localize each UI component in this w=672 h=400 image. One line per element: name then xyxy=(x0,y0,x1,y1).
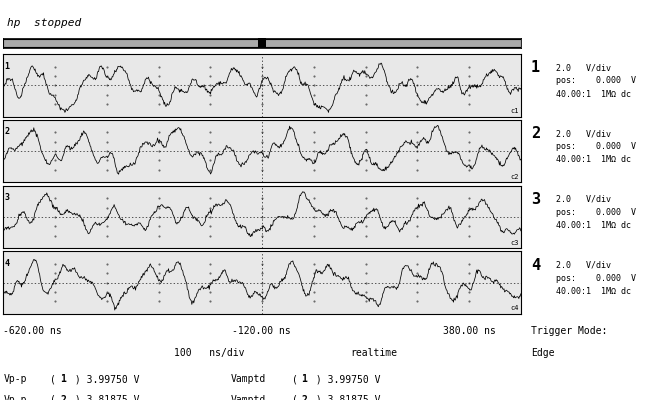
Text: Vamptd: Vamptd xyxy=(231,374,266,384)
Text: 40.00:1  1MΩ dc: 40.00:1 1MΩ dc xyxy=(556,221,632,230)
Text: 1: 1 xyxy=(531,60,540,75)
Text: 2: 2 xyxy=(5,127,9,136)
Text: 2: 2 xyxy=(302,395,308,400)
Text: hp  stopped: hp stopped xyxy=(7,18,81,28)
Text: c2: c2 xyxy=(511,174,519,180)
Text: 1: 1 xyxy=(5,62,9,70)
Text: c4: c4 xyxy=(511,306,519,312)
Text: pos:    0.000  V: pos: 0.000 V xyxy=(556,142,636,151)
Text: Edge: Edge xyxy=(531,348,554,358)
Text: 3: 3 xyxy=(531,192,540,207)
Text: 2.0   V/div: 2.0 V/div xyxy=(556,261,612,270)
Text: pos:    0.000  V: pos: 0.000 V xyxy=(556,208,636,217)
Text: ) 3.99750 V: ) 3.99750 V xyxy=(69,374,140,384)
Text: 1: 1 xyxy=(60,374,67,384)
Text: (: ( xyxy=(292,395,303,400)
Text: ) 3.99750 V: ) 3.99750 V xyxy=(310,374,381,384)
Text: 3: 3 xyxy=(5,193,9,202)
Text: (: ( xyxy=(50,374,62,384)
Text: 40.00:1  1MΩ dc: 40.00:1 1MΩ dc xyxy=(556,156,632,164)
Text: 380.00 ns: 380.00 ns xyxy=(443,326,496,336)
Text: 1: 1 xyxy=(302,374,308,384)
Text: 100   ns/div: 100 ns/div xyxy=(174,348,245,358)
Text: 2.0   V/div: 2.0 V/div xyxy=(556,129,612,138)
Text: ) 3.81875 V: ) 3.81875 V xyxy=(69,395,140,400)
Text: (: ( xyxy=(50,395,62,400)
Text: -620.00 ns: -620.00 ns xyxy=(3,326,62,336)
Text: -120.00 ns: -120.00 ns xyxy=(232,326,290,336)
Text: pos:    0.000  V: pos: 0.000 V xyxy=(556,76,636,86)
Text: Trigger Mode:: Trigger Mode: xyxy=(531,326,607,336)
Text: (: ( xyxy=(292,374,303,384)
Text: 4: 4 xyxy=(531,258,540,273)
Text: ) 3.81875 V: ) 3.81875 V xyxy=(310,395,381,400)
Text: 40.00:1  1MΩ dc: 40.00:1 1MΩ dc xyxy=(556,90,632,99)
Bar xyxy=(259,38,265,48)
Text: Vp-p: Vp-p xyxy=(3,395,27,400)
Text: 40.00:1  1MΩ dc: 40.00:1 1MΩ dc xyxy=(556,287,632,296)
Text: 4: 4 xyxy=(5,259,9,268)
Text: realtime: realtime xyxy=(350,348,397,358)
Text: 2.0   V/div: 2.0 V/div xyxy=(556,63,612,72)
Text: 2: 2 xyxy=(531,126,540,141)
Text: Vp-p: Vp-p xyxy=(3,374,27,384)
Text: pos:    0.000  V: pos: 0.000 V xyxy=(556,274,636,283)
Text: c3: c3 xyxy=(511,240,519,246)
Text: c1: c1 xyxy=(511,108,519,114)
Text: 2.0   V/div: 2.0 V/div xyxy=(556,195,612,204)
Text: Vamptd: Vamptd xyxy=(231,395,266,400)
Bar xyxy=(3,39,521,47)
Text: 2: 2 xyxy=(60,395,67,400)
